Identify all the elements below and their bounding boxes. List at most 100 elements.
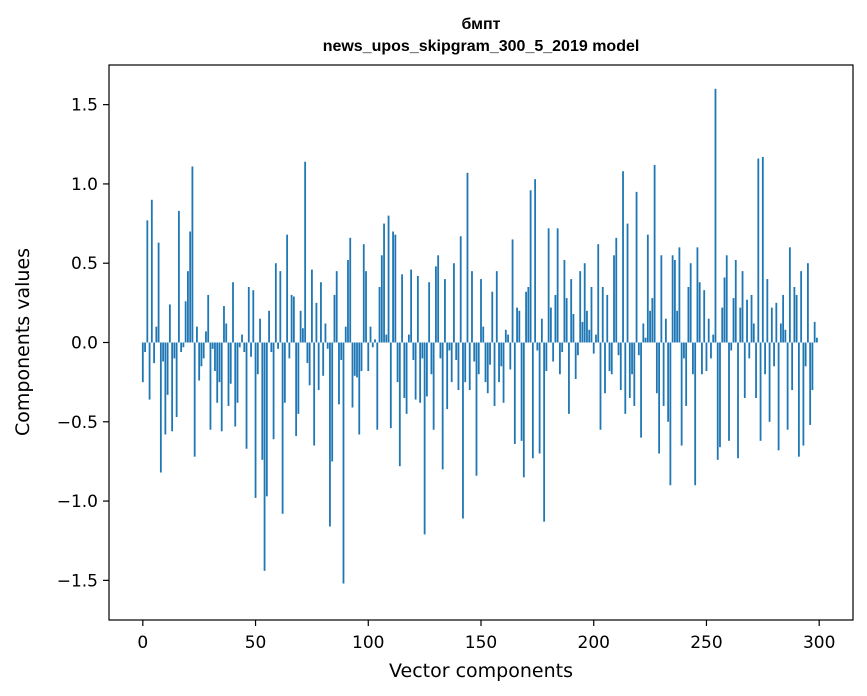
bar-136 <box>448 342 451 351</box>
bar-229 <box>658 342 661 454</box>
bar-65 <box>288 342 291 359</box>
bar-105 <box>378 287 381 343</box>
bar-73 <box>306 342 309 364</box>
bar-209 <box>613 255 615 343</box>
bar-145 <box>468 342 471 391</box>
bar-128 <box>430 342 433 375</box>
bar-68 <box>295 342 298 437</box>
bar-115 <box>401 274 403 343</box>
bar-146 <box>471 271 473 343</box>
bar-223 <box>644 337 647 343</box>
bar-85 <box>333 294 336 343</box>
bar-95 <box>356 342 358 378</box>
bar-154 <box>489 342 491 365</box>
bar-197 <box>586 310 588 343</box>
bar-82 <box>326 342 329 349</box>
bar-57 <box>270 342 273 353</box>
bar-299 <box>816 337 818 343</box>
bar-272 <box>755 342 757 398</box>
bar-126 <box>425 342 428 397</box>
bar-187 <box>563 260 566 343</box>
bar-149 <box>477 342 480 375</box>
bar-191 <box>572 313 575 343</box>
bar-282 <box>777 342 780 451</box>
bar-176 <box>538 342 541 454</box>
bar-180 <box>547 228 550 343</box>
bar-48 <box>250 342 252 357</box>
bar-21 <box>189 231 192 343</box>
bar-280 <box>773 342 775 367</box>
bar-268 <box>746 299 748 343</box>
bar-5 <box>153 342 155 364</box>
bar-218 <box>633 342 636 406</box>
bar-63 <box>283 342 286 403</box>
bar-92 <box>349 237 352 343</box>
bar-86 <box>335 271 338 343</box>
bar-54 <box>263 342 266 571</box>
y-tick-label-6: 1.5 <box>71 96 98 116</box>
bar-4 <box>150 199 153 343</box>
chart-title-line2: news_upos_skipgram_300_5_2019 model <box>323 38 640 55</box>
bar-52 <box>259 318 261 343</box>
bar-239 <box>680 342 683 446</box>
bar-111 <box>392 231 394 343</box>
bar-189 <box>568 342 570 414</box>
bar-26 <box>200 342 203 367</box>
bar-194 <box>579 271 582 343</box>
bar-195 <box>581 321 584 343</box>
bar-292 <box>800 271 803 343</box>
bar-252 <box>710 342 712 359</box>
bar-36 <box>223 306 225 343</box>
bar-69 <box>297 342 300 414</box>
bar-276 <box>764 342 766 375</box>
bar-88 <box>340 342 343 360</box>
bar-225 <box>649 310 651 343</box>
bar-67 <box>292 296 295 343</box>
bar-258 <box>723 277 726 343</box>
bar-269 <box>748 342 751 359</box>
bar-144 <box>466 172 469 343</box>
bar-166 <box>516 307 518 343</box>
bar-207 <box>608 342 611 372</box>
bar-30 <box>209 342 212 430</box>
bar-192 <box>574 342 577 379</box>
x-tick-label-300: 300 <box>803 633 835 653</box>
bar-182 <box>552 342 555 362</box>
bar-167 <box>518 310 521 343</box>
bar-118 <box>407 334 410 343</box>
bar-6 <box>155 326 158 343</box>
bar-35 <box>220 342 223 432</box>
bar-254 <box>714 88 717 343</box>
bar-287 <box>788 247 791 343</box>
bar-210 <box>615 237 618 343</box>
bar-277 <box>766 279 769 343</box>
bar-168 <box>520 342 523 441</box>
bar-242 <box>687 287 690 343</box>
bar-190 <box>570 279 573 343</box>
bar-81 <box>324 323 327 343</box>
chart-title-line1: бмпт <box>461 16 500 33</box>
bar-256 <box>719 342 721 448</box>
y-tick-label-1: −1.0 <box>57 492 98 512</box>
bar-185 <box>559 342 561 375</box>
bar-87 <box>338 342 340 405</box>
bar-116 <box>403 342 406 398</box>
bar-163 <box>509 342 512 370</box>
bar-2 <box>146 220 149 343</box>
bar-119 <box>410 269 413 343</box>
bar-247 <box>698 282 701 343</box>
bar-236 <box>673 260 676 343</box>
bar-94 <box>353 342 356 376</box>
bar-37 <box>225 323 228 343</box>
bar-70 <box>299 310 302 343</box>
bar-123 <box>419 342 422 403</box>
bar-106 <box>380 255 383 343</box>
bar-220 <box>637 342 640 356</box>
bar-262 <box>732 298 735 343</box>
bar-13 <box>171 342 174 432</box>
bar-237 <box>676 310 679 343</box>
bar-61 <box>279 271 282 343</box>
x-tick-label-200: 200 <box>578 633 610 653</box>
bar-296 <box>809 342 812 425</box>
bar-143 <box>464 342 467 383</box>
